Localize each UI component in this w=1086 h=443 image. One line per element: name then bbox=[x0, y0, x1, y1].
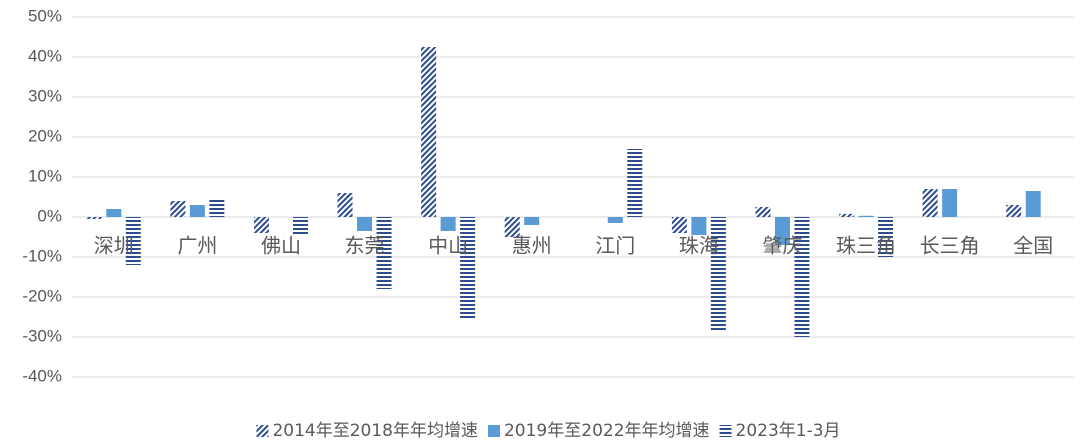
bar bbox=[357, 217, 373, 231]
bar bbox=[440, 217, 456, 231]
x-tick-label: 惠州 bbox=[512, 234, 552, 258]
y-tick-label: -40% bbox=[22, 366, 62, 385]
bar bbox=[607, 217, 623, 223]
legend: 2014年至2018年年均增速 2019年至2022年年均增速 2023年1-3月 bbox=[256, 421, 841, 441]
bar bbox=[671, 217, 687, 233]
y-tick-label: -30% bbox=[22, 326, 62, 345]
bar bbox=[1006, 205, 1022, 217]
bar bbox=[1025, 191, 1041, 217]
bar bbox=[421, 47, 437, 217]
bar bbox=[125, 217, 141, 265]
x-tick-label: 全国 bbox=[1013, 234, 1053, 258]
legend-marker bbox=[256, 425, 269, 437]
bar bbox=[189, 205, 205, 217]
y-tick-label: 10% bbox=[28, 166, 62, 185]
x-tick-label: 肇庆 bbox=[762, 234, 802, 258]
legend-marker bbox=[719, 425, 732, 437]
x-tick-label: 深圳 bbox=[94, 234, 134, 258]
legend-label: 2014年至2018年年均增速 bbox=[272, 421, 478, 441]
bar bbox=[691, 217, 707, 235]
x-tick-label: 东莞 bbox=[345, 234, 385, 258]
y-tick-label: 20% bbox=[28, 126, 62, 145]
bar bbox=[337, 193, 353, 217]
bar bbox=[86, 217, 102, 219]
x-tick-label: 江门 bbox=[595, 234, 635, 258]
bar bbox=[774, 217, 790, 245]
y-tick-label: -20% bbox=[22, 286, 62, 305]
x-tick-label: 佛山 bbox=[261, 234, 301, 258]
y-tick-label: 40% bbox=[28, 46, 62, 65]
x-tick-label: 珠三角 bbox=[836, 234, 896, 258]
bar bbox=[794, 217, 810, 337]
bar bbox=[858, 215, 874, 217]
x-tick-label: 长三角 bbox=[920, 234, 980, 258]
bar bbox=[106, 209, 122, 217]
bar bbox=[170, 201, 186, 217]
bar bbox=[292, 217, 308, 235]
bar bbox=[460, 217, 476, 319]
bar bbox=[209, 199, 225, 217]
bar bbox=[839, 213, 855, 217]
x-tick-label: 珠海 bbox=[679, 234, 719, 258]
legend-marker bbox=[487, 425, 500, 437]
bar bbox=[710, 217, 726, 331]
bar bbox=[376, 217, 392, 289]
x-tick-label: 中山 bbox=[428, 234, 468, 258]
y-tick-label: 30% bbox=[28, 86, 62, 105]
y-tick-label: -10% bbox=[22, 246, 62, 265]
bar bbox=[922, 189, 938, 217]
bar bbox=[878, 217, 894, 257]
bar bbox=[524, 217, 540, 225]
x-tick-label: 广州 bbox=[177, 234, 217, 258]
bar bbox=[755, 207, 771, 217]
y-tick-label: 0% bbox=[37, 206, 62, 225]
bar bbox=[504, 217, 520, 237]
legend-label: 2019年至2022年年均增速 bbox=[504, 421, 710, 441]
legend-label: 2023年1-3月 bbox=[736, 421, 841, 441]
bar bbox=[253, 217, 269, 233]
y-tick-label: 50% bbox=[28, 6, 62, 25]
bar bbox=[942, 189, 958, 217]
bar bbox=[627, 149, 643, 217]
